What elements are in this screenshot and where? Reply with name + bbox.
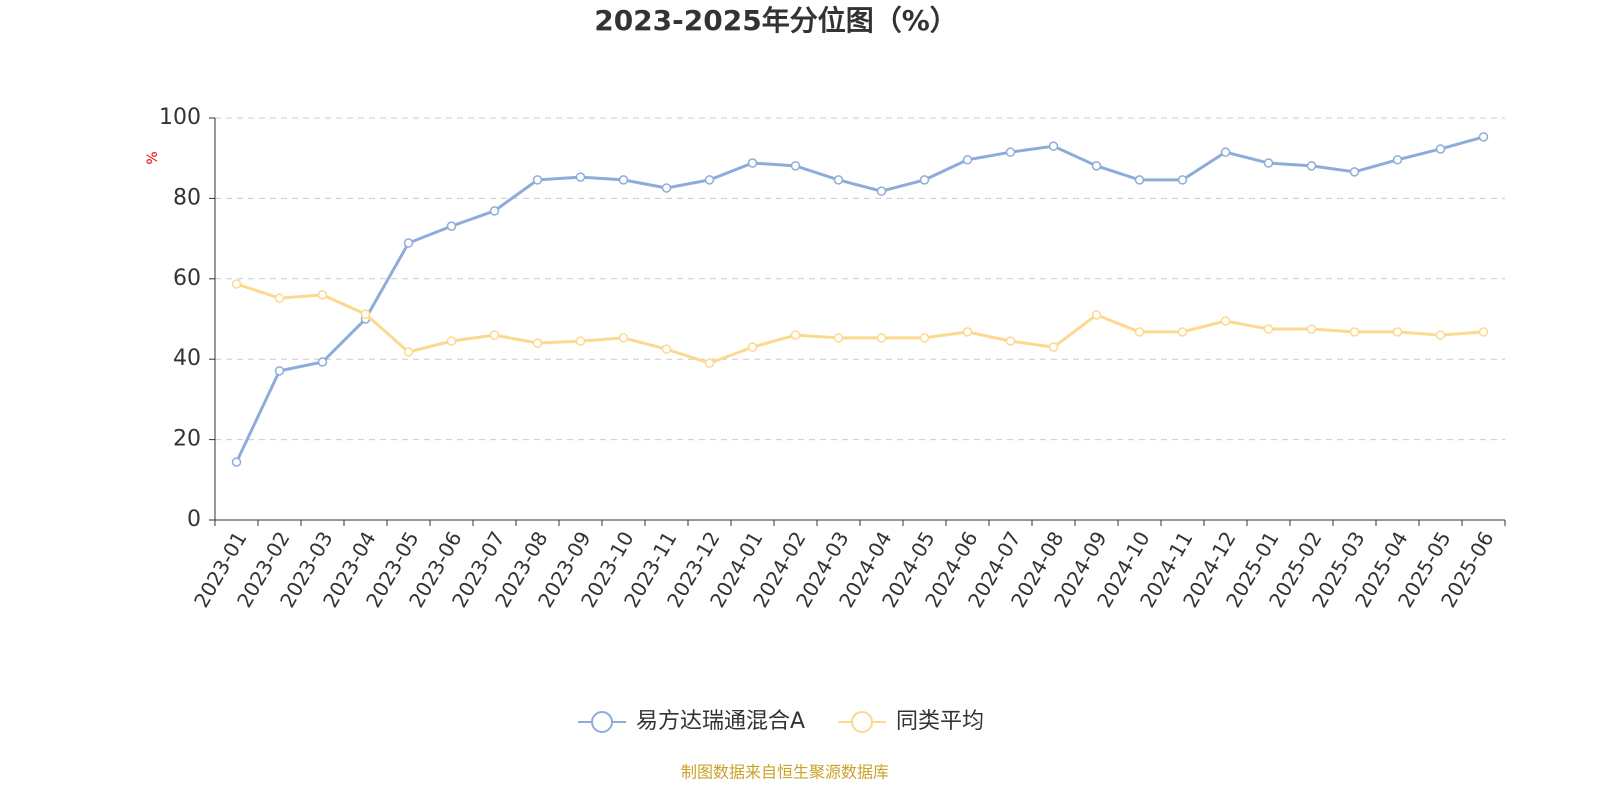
source-note: 制图数据来自恒生聚源数据库: [681, 763, 889, 782]
point: [1478, 327, 1489, 337]
point: [1177, 175, 1188, 185]
point: [1392, 327, 1403, 337]
point: [1005, 336, 1016, 346]
point: [403, 347, 414, 357]
point: [1392, 155, 1403, 165]
point: [618, 175, 629, 185]
series-line: [235, 135, 1484, 463]
point: [876, 333, 887, 343]
point: [876, 186, 887, 196]
point: [274, 293, 285, 303]
point: [1435, 330, 1446, 340]
point: [833, 333, 844, 343]
legend-marker: [851, 711, 873, 733]
point: [532, 338, 543, 348]
point: [317, 290, 328, 300]
point: [1005, 147, 1016, 157]
point: [1220, 147, 1231, 157]
point: [704, 175, 715, 185]
y-tick-label: 0: [187, 507, 201, 532]
point: [1177, 327, 1188, 337]
chart-title: 2023-2025年分位图（%）: [594, 4, 958, 37]
point: [532, 175, 543, 185]
legend-label: 易方达瑞通混合A: [636, 709, 805, 734]
point: [704, 358, 715, 368]
point: [1263, 158, 1274, 168]
point: [489, 330, 500, 340]
point: [790, 161, 801, 171]
legend-marker: [591, 711, 613, 733]
point: [962, 155, 973, 165]
y-tick-label: 100: [159, 105, 201, 130]
point: [962, 327, 973, 337]
point: [317, 357, 328, 367]
point: [919, 333, 930, 343]
point: [1048, 342, 1059, 352]
point: [661, 183, 672, 193]
point: [1349, 327, 1360, 337]
point: [1220, 316, 1231, 326]
point: [274, 366, 285, 376]
point: [446, 336, 457, 346]
point: [919, 175, 930, 185]
y-tick-label: 80: [173, 185, 201, 210]
y-tick-label: 40: [173, 346, 201, 371]
point: [575, 172, 586, 182]
y-tick-label: 20: [173, 427, 201, 452]
point: [1263, 324, 1274, 334]
point: [1091, 161, 1102, 171]
point: [231, 279, 242, 289]
point: [790, 330, 801, 340]
point: [833, 175, 844, 185]
series-line: [236, 282, 1484, 365]
point: [1306, 324, 1317, 334]
y-tick-label: 60: [173, 266, 201, 291]
point: [1134, 327, 1145, 337]
legend-label: 同类平均: [896, 709, 984, 734]
point: [575, 336, 586, 346]
point: [446, 221, 457, 231]
point: [489, 206, 500, 216]
point: [618, 333, 629, 343]
point: [661, 344, 672, 354]
point: [1091, 310, 1102, 320]
point: [747, 342, 758, 352]
point: [1048, 141, 1059, 151]
point: [747, 158, 758, 168]
point: [1478, 132, 1489, 142]
point: [1134, 175, 1145, 185]
point: [1349, 167, 1360, 177]
point: [1306, 161, 1317, 171]
point: [360, 309, 371, 319]
point: [1435, 144, 1446, 154]
y-axis-label: %: [145, 151, 161, 164]
point: [403, 238, 414, 248]
point: [231, 457, 242, 467]
